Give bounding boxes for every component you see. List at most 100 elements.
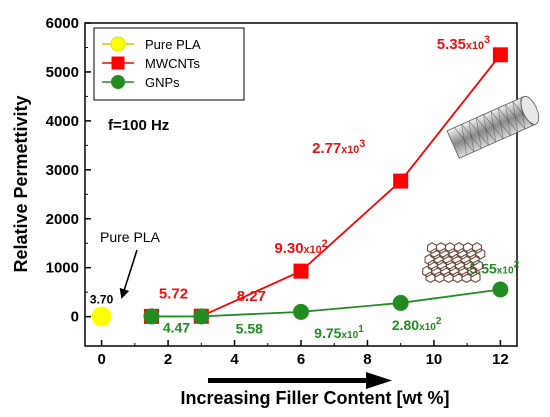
data-label-exponent: 3 <box>484 34 490 46</box>
frequency-note: f=100 Hz <box>108 117 169 134</box>
graphene-hex <box>425 271 436 284</box>
data-label-base: 5.72 <box>159 285 188 302</box>
graphene-hex <box>433 253 444 266</box>
data-label-times: x10 <box>419 322 436 333</box>
data-label-base: 9.75 <box>314 325 341 341</box>
data-label-base: 9.30 <box>274 240 303 257</box>
x-tick-label: 8 <box>363 351 371 368</box>
data-label: 8.27 <box>237 288 266 305</box>
marker-circle <box>293 303 309 320</box>
data-label-exponent: 1 <box>358 324 364 335</box>
x-tick-label: 12 <box>492 351 509 368</box>
graphene-hex <box>443 271 454 284</box>
pure-pla-pointer-label: Pure PLA <box>100 229 161 245</box>
y-tick-label: 2000 <box>46 211 79 228</box>
data-markers <box>91 47 509 327</box>
graphene-illustration <box>422 242 486 284</box>
data-label-times: x10 <box>466 40 484 52</box>
graphene-hex <box>426 242 438 254</box>
data-label-times: x10 <box>497 265 514 276</box>
y-tick-label: 1000 <box>46 260 79 277</box>
legend-entry-mwcnts: MWCNTs <box>102 56 200 71</box>
graphene-hex <box>434 271 445 284</box>
data-label: 5.58 <box>236 320 263 336</box>
graphene-hex <box>427 259 438 272</box>
y-axis-title: Relative Permettivity <box>11 95 31 272</box>
data-label-exponent: 2 <box>514 259 520 270</box>
y-tick-label: 0 <box>71 309 79 326</box>
graphene-hex <box>472 259 483 272</box>
data-label-exponent: 2 <box>436 316 442 327</box>
data-label-base: 5.35 <box>437 36 466 53</box>
graphene-hex <box>467 265 478 278</box>
marker-circle <box>91 306 112 327</box>
graphene-hex <box>462 242 474 254</box>
x-tick-label: 6 <box>297 351 305 368</box>
data-label-exponent: 3 <box>359 138 365 150</box>
marker-square <box>492 47 508 63</box>
data-label-base: 2.80 <box>392 317 419 333</box>
graphene-hex <box>422 265 433 278</box>
data-label-exponent: 2 <box>322 238 328 250</box>
legend-entry-gnps: GNPs <box>102 75 180 90</box>
data-label-times: x10 <box>341 330 358 341</box>
graphene-hex <box>444 242 456 254</box>
data-label-times: x10 <box>304 244 322 256</box>
data-label: 2.77x103 <box>312 138 365 157</box>
graphene-hex <box>442 253 453 266</box>
graphene-hex <box>461 271 472 284</box>
graphene-hex <box>431 265 442 278</box>
legend: Pure PLA MWCNTs GNPs <box>93 27 245 101</box>
x-tick-label: 4 <box>230 351 239 368</box>
graphene-hex <box>451 253 462 266</box>
marker-circle <box>392 294 409 311</box>
graphene-hex <box>454 259 465 272</box>
marker-circle <box>193 308 210 325</box>
data-label: 4.47 <box>163 319 190 335</box>
graphene-hex <box>424 253 435 266</box>
graphene-hex <box>475 248 486 260</box>
x-axis-title: Increasing Filler Content [wt %] <box>180 388 449 408</box>
graphene-hex <box>435 242 447 254</box>
data-label: 2.80x102 <box>392 316 442 333</box>
x-tick-label: 2 <box>164 351 172 368</box>
nanotube-illustration <box>446 95 540 159</box>
graphene-hex <box>452 271 463 284</box>
y-tick-label: 5000 <box>46 64 79 81</box>
data-label-base: 2.77 <box>312 140 341 157</box>
graphene-hex <box>458 265 469 278</box>
graphene-hex <box>470 271 481 284</box>
graphene-hex <box>448 248 459 260</box>
graphene-hex <box>457 248 468 260</box>
graphene-hex <box>466 248 477 260</box>
x-tick-label: 10 <box>426 351 443 368</box>
graphene-hex <box>436 259 447 272</box>
data-label: 5.72 <box>159 285 188 302</box>
marker-circle <box>143 308 160 325</box>
legend-label-gnps: GNPs <box>145 75 180 90</box>
data-label-base: 8.27 <box>237 288 266 305</box>
graphene-hex <box>440 265 451 278</box>
graphene-hex <box>471 242 483 254</box>
marker-circle <box>492 281 509 298</box>
data-label: 5.35x103 <box>437 34 490 53</box>
y-tick-label: 6000 <box>46 15 79 32</box>
data-label-base: 5.58 <box>236 320 263 336</box>
graphene-hex <box>445 259 456 272</box>
legend-entry-pure-pla: Pure PLA <box>102 36 201 52</box>
legend-label-mwcnts: MWCNTs <box>145 56 200 71</box>
legend-label-pure-pla: Pure PLA <box>145 37 201 52</box>
pure-pla-pointer-arrow <box>119 249 138 299</box>
data-label: 9.30x102 <box>274 238 327 257</box>
data-label: 3.70 <box>90 292 114 306</box>
marker-square <box>393 173 409 189</box>
graphene-hex <box>430 248 441 260</box>
x-tick-label: 0 <box>97 351 105 368</box>
data-label: 9.75x101 <box>314 324 364 341</box>
graphene-hex <box>453 242 465 254</box>
data-label-times: x10 <box>341 144 359 156</box>
increasing-arrow <box>208 372 392 389</box>
data-label-base: 4.47 <box>163 319 190 335</box>
graphene-hex <box>469 253 480 266</box>
